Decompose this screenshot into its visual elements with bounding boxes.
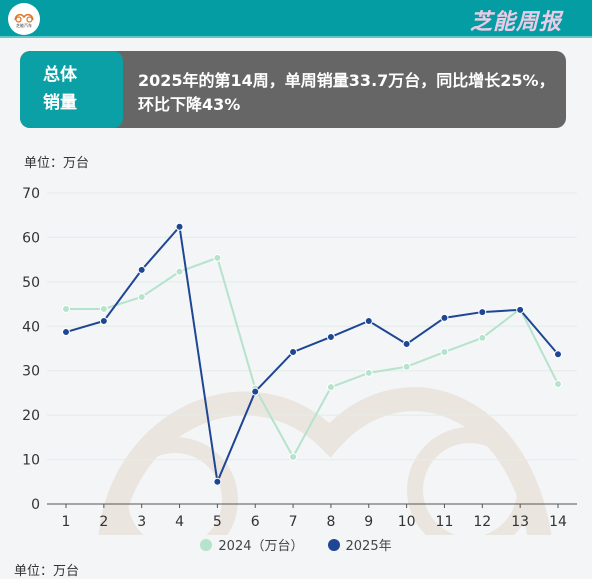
summary-tag-line1: 总体: [43, 65, 77, 85]
car-logo-icon: [14, 13, 34, 23]
legend-dot-icon: [200, 538, 213, 551]
svg-text:0: 0: [31, 497, 40, 513]
svg-text:5: 5: [213, 514, 222, 530]
data-point[interactable]: [251, 387, 260, 396]
data-point[interactable]: [62, 328, 70, 337]
svg-text:14: 14: [549, 514, 567, 530]
summary-text: 2025年的第14周，单周销量33.7万台，同比增长25%，环比下降43%: [138, 71, 555, 114]
data-point[interactable]: [440, 348, 449, 357]
svg-text:50: 50: [22, 275, 40, 291]
data-point[interactable]: [478, 333, 487, 342]
data-point[interactable]: [137, 265, 146, 274]
svg-text:30: 30: [22, 364, 40, 380]
data-point[interactable]: [402, 362, 411, 371]
data-point[interactable]: [326, 383, 335, 392]
summary-tag: 总体 销量: [20, 51, 123, 128]
brand-title: 芝能周报: [469, 10, 562, 35]
brand-logo: 芝能汽车: [8, 3, 40, 35]
svg-text:70: 70: [22, 186, 40, 202]
chart-legend: 2024（万台） 2025年: [0, 535, 592, 554]
data-point[interactable]: [554, 350, 562, 359]
svg-text:10: 10: [398, 514, 416, 530]
summary-tag-line2: 销量: [43, 93, 77, 113]
data-point[interactable]: [516, 305, 525, 314]
data-point[interactable]: [326, 332, 335, 341]
svg-text:7: 7: [289, 514, 298, 530]
svg-text:60: 60: [22, 230, 40, 246]
svg-text:3: 3: [137, 514, 146, 530]
svg-text:10: 10: [22, 453, 40, 469]
x-axis: 1 2 3 4 5 6 7 8 9 10 11 12 13 14: [47, 503, 577, 530]
series-1: [62, 222, 562, 486]
data-point[interactable]: [213, 477, 222, 486]
data-point[interactable]: [62, 304, 70, 313]
svg-text:40: 40: [22, 319, 40, 335]
svg-text:8: 8: [326, 514, 335, 530]
logo-text: 芝能汽车: [16, 22, 32, 28]
summary-card: 总体 销量 2025年的第14周，单周销量33.7万台，同比增长25%，环比下降…: [20, 51, 566, 128]
svg-text:20: 20: [22, 408, 40, 424]
data-point[interactable]: [289, 452, 298, 461]
svg-text:11: 11: [436, 514, 454, 530]
legend-label: 2025年: [345, 539, 392, 554]
legend-item-2025[interactable]: 2025年: [327, 535, 392, 554]
svg-text:2: 2: [99, 514, 108, 530]
data-point[interactable]: [364, 316, 373, 325]
legend-dot-icon: [327, 538, 340, 551]
data-point[interactable]: [402, 340, 411, 349]
chart-series: [62, 222, 562, 486]
data-point[interactable]: [137, 292, 146, 301]
data-point[interactable]: [213, 253, 222, 262]
data-point[interactable]: [364, 368, 373, 377]
svg-text:4: 4: [175, 514, 184, 530]
data-point[interactable]: [440, 313, 449, 322]
data-point[interactable]: [99, 304, 108, 313]
legend-label: 2024（万台）: [218, 539, 304, 554]
chart-gridlines: [47, 192, 577, 461]
svg-text:13: 13: [511, 514, 529, 530]
svg-text:1: 1: [62, 514, 71, 530]
data-point[interactable]: [289, 348, 298, 357]
watermark-car-logo: [98, 387, 552, 535]
data-point[interactable]: [175, 222, 184, 231]
unit-label-bottom: 单位：万台: [14, 564, 80, 579]
data-point[interactable]: [478, 308, 487, 317]
legend-item-2024[interactable]: 2024（万台）: [200, 535, 304, 554]
data-point[interactable]: [175, 267, 184, 276]
data-point[interactable]: [99, 316, 108, 325]
data-point[interactable]: [554, 380, 562, 389]
svg-text:9: 9: [364, 514, 373, 530]
svg-text:6: 6: [251, 514, 260, 530]
unit-label-top: 单位：万台: [24, 156, 90, 171]
y-axis-ticks: 0 10 20 30 40 50 60 70: [22, 186, 40, 513]
svg-text:12: 12: [473, 514, 491, 530]
header-bar: 芝能汽车 芝能周报: [0, 0, 592, 38]
